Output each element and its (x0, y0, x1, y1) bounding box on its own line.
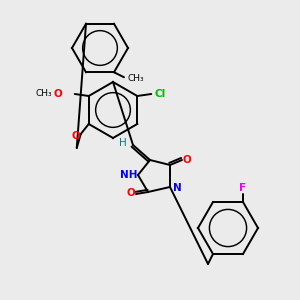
Text: O: O (71, 131, 80, 141)
Text: O: O (127, 188, 135, 198)
Text: CH₃: CH₃ (128, 74, 144, 83)
Text: Cl: Cl (154, 89, 166, 99)
Text: NH: NH (120, 170, 138, 180)
Text: H: H (119, 138, 127, 148)
Text: CH₃: CH₃ (35, 89, 52, 98)
Text: O: O (53, 89, 62, 99)
Text: N: N (172, 183, 182, 193)
Text: F: F (239, 183, 247, 193)
Text: O: O (183, 155, 191, 165)
